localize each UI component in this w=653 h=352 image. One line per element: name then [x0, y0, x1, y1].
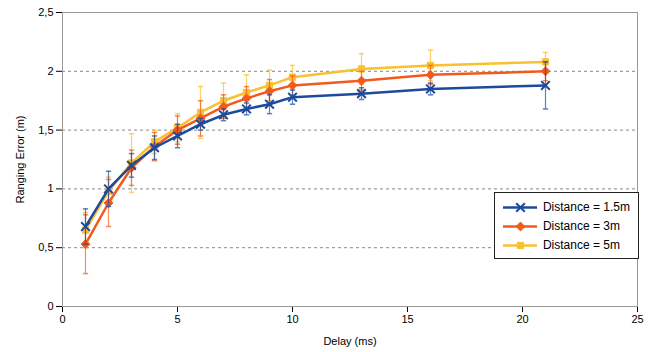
svg-text:2,5: 2,5: [38, 6, 53, 18]
svg-text:5: 5: [174, 313, 180, 325]
html-text:Distance = 3m: Distance = 3m: [543, 218, 620, 233]
html-text:Distance = 5m: Distance = 5m: [543, 237, 620, 252]
svg-text:1,5: 1,5: [38, 124, 53, 136]
svg-text:Delay (ms): Delay (ms): [323, 335, 376, 347]
svg-text:2: 2: [47, 65, 53, 77]
svg-text:0,5: 0,5: [38, 241, 53, 253]
svg-text:25: 25: [631, 313, 643, 325]
svg-text:Ranging Error (m): Ranging Error (m): [14, 115, 26, 203]
svg-text:10: 10: [286, 313, 298, 325]
svg-text:15: 15: [401, 313, 413, 325]
svg-text:20: 20: [516, 313, 528, 325]
svg-text:1: 1: [47, 182, 53, 194]
html-text:Distance = 1.5m: Distance = 1.5m: [543, 199, 630, 214]
svg-text:0: 0: [59, 313, 65, 325]
svg-text:0: 0: [47, 300, 53, 312]
